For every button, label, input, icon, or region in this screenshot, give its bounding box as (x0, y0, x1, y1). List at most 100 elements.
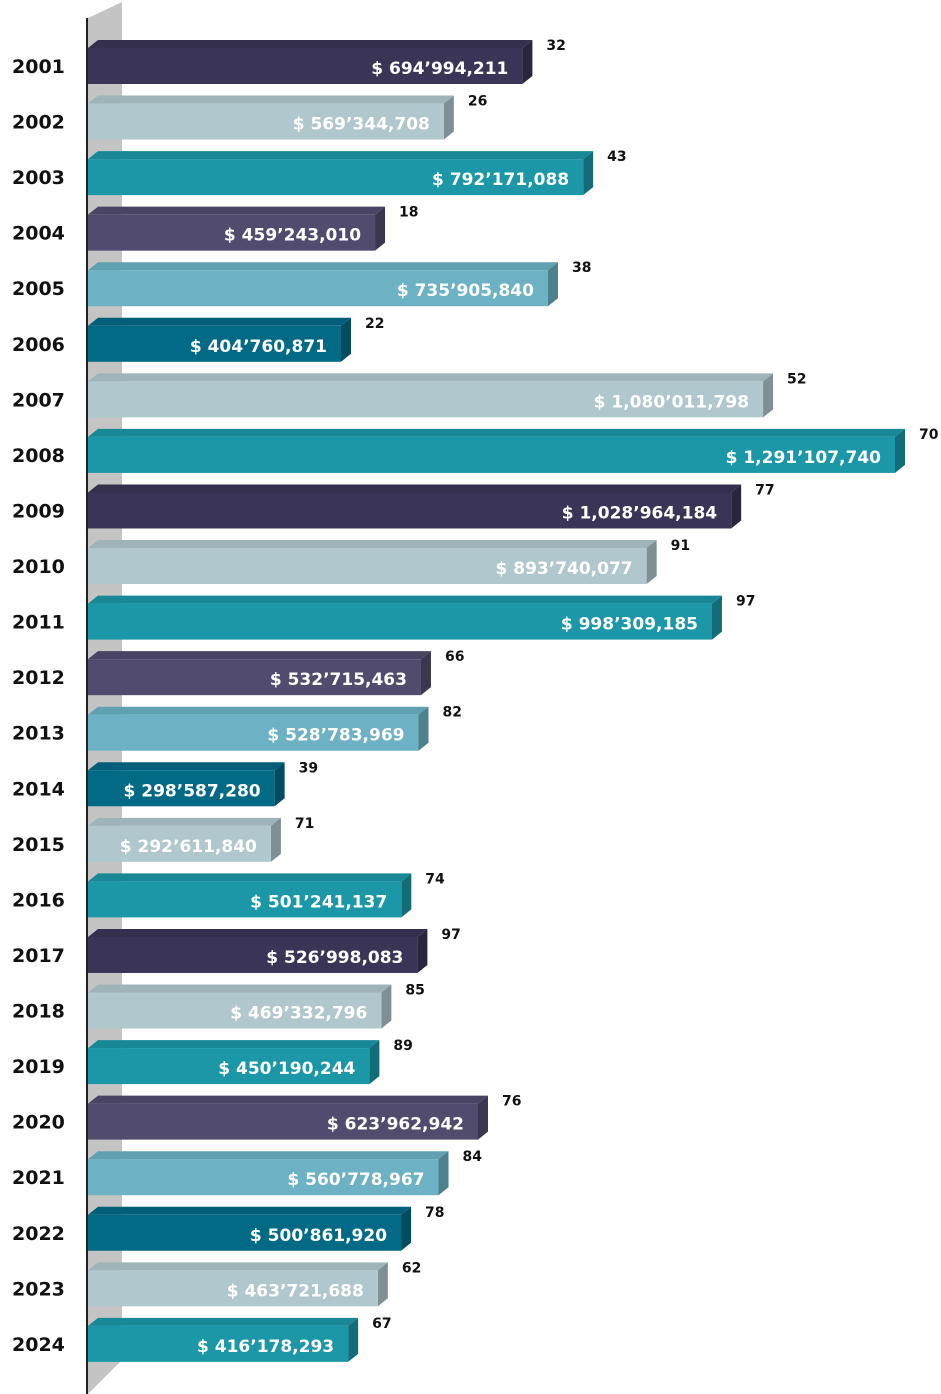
bar-2009 (88, 484, 742, 529)
year-label-2013: 2013 (12, 723, 65, 745)
bar-2016 (88, 873, 412, 918)
bar-top-2016 (88, 873, 412, 882)
value-label-2010: $ 893’740,077 (496, 559, 633, 579)
bar-side-2008 (895, 428, 905, 473)
bar-top-2006 (88, 317, 351, 326)
bar-side-2003 (583, 151, 594, 196)
year-label-2017: 2017 (12, 945, 65, 967)
count-label-2008: 70 (919, 427, 939, 443)
bar-2006 (88, 317, 351, 362)
bar-side-2019 (369, 1040, 380, 1085)
count-label-2024: 67 (372, 1316, 391, 1332)
bar-2004 (88, 206, 386, 251)
bar-side-2023 (377, 1262, 388, 1307)
bar-side-2001 (522, 40, 533, 84)
bar-front-2005 (88, 270, 548, 307)
year-label-2011: 2011 (12, 612, 65, 634)
bar-2021 (88, 1151, 449, 1196)
bar-side-2005 (547, 262, 558, 307)
bar-front-2016 (88, 881, 402, 918)
bar-top-2023 (88, 1262, 388, 1271)
bar-front-2011 (88, 603, 712, 640)
bar-side-2015 (270, 817, 281, 862)
bar-top-2024 (88, 1317, 359, 1326)
bar-side-2013 (418, 706, 429, 751)
bar-side-2016 (401, 873, 412, 918)
year-label-2004: 2004 (12, 223, 65, 245)
year-label-2002: 2002 (12, 112, 65, 134)
bar-top-2009 (88, 484, 742, 493)
bar-2008 (88, 428, 905, 473)
year-label-2015: 2015 (12, 834, 65, 856)
bar-top-2013 (88, 706, 429, 715)
bar-side-2018 (381, 984, 392, 1029)
bar-front-2014 (88, 770, 275, 807)
bar-front-2001 (88, 48, 523, 84)
value-label-2006: $ 404’760,871 (190, 337, 327, 357)
count-label-2023: 62 (402, 1260, 421, 1276)
value-label-2003: $ 792’171,088 (432, 170, 569, 190)
bar-2005 (88, 262, 558, 307)
bar-front-2010 (88, 548, 647, 585)
year-label-2005: 2005 (12, 278, 65, 300)
bar-front-2013 (88, 714, 419, 751)
bar-2024 (88, 1317, 359, 1362)
value-label-2018: $ 469’332,796 (230, 1004, 367, 1024)
value-label-2009: $ 1,028’964,184 (562, 503, 718, 523)
bar-front-2023 (88, 1270, 378, 1307)
year-label-2024: 2024 (12, 1334, 65, 1356)
bar-side-2021 (438, 1151, 449, 1196)
bar-top-2004 (88, 206, 386, 215)
year-label-2010: 2010 (12, 556, 65, 578)
bar-2020 (88, 1095, 489, 1140)
bar-front-2007 (88, 381, 764, 418)
bar-2019 (88, 1040, 380, 1085)
bar-front-2022 (88, 1214, 402, 1251)
bar-top-2019 (88, 1040, 380, 1049)
value-label-2011: $ 998’309,185 (561, 615, 698, 635)
count-label-2015: 71 (295, 816, 314, 832)
bar-top-2021 (88, 1151, 449, 1160)
bar-top-2003 (88, 151, 594, 160)
year-label-2023: 2023 (12, 1278, 65, 1300)
bar-top-2014 (88, 762, 285, 771)
count-label-2016: 74 (425, 871, 445, 887)
bar-2013 (88, 706, 429, 751)
count-label-2014: 39 (299, 760, 318, 776)
bar-2012 (88, 651, 431, 696)
bar-front-2017 (88, 936, 418, 973)
bar-top-2018 (88, 984, 392, 993)
count-label-2019: 89 (393, 1038, 412, 1054)
value-label-2019: $ 450’190,244 (218, 1059, 355, 1079)
year-label-2003: 2003 (12, 167, 65, 189)
count-label-2003: 43 (607, 149, 626, 165)
bar-side-2017 (417, 928, 428, 973)
bar-side-2002 (443, 95, 454, 140)
bar-2023 (88, 1262, 388, 1307)
bar-2007 (88, 373, 774, 418)
year-label-2012: 2012 (12, 667, 65, 689)
count-label-2012: 66 (445, 649, 464, 665)
value-label-2017: $ 526’998,083 (266, 948, 403, 968)
count-label-2017: 97 (441, 927, 460, 943)
year-label-2018: 2018 (12, 1001, 65, 1023)
bar-top-2010 (88, 540, 657, 549)
value-label-2014: $ 298’587,280 (124, 781, 261, 801)
count-label-2001: 32 (546, 38, 565, 54)
count-label-2006: 22 (365, 316, 384, 332)
bar-front-2006 (88, 325, 341, 362)
bar-side-2007 (763, 373, 774, 418)
value-label-2024: $ 416’178,293 (197, 1337, 334, 1357)
value-label-2005: $ 735’905,840 (397, 281, 534, 301)
bar-2011 (88, 595, 722, 640)
value-label-2021: $ 560’778,967 (287, 1170, 424, 1190)
value-label-2002: $ 569’344,708 (293, 115, 430, 135)
value-label-2015: $ 292’611,840 (120, 837, 257, 857)
year-label-2019: 2019 (12, 1056, 65, 1078)
bar-2003 (88, 151, 594, 196)
value-label-2008: $ 1,291’107,740 (726, 448, 882, 468)
year-label-2007: 2007 (12, 389, 65, 411)
bar-2014 (88, 762, 285, 807)
bar-front-2012 (88, 659, 421, 696)
